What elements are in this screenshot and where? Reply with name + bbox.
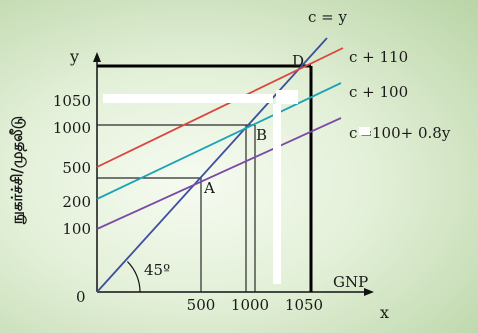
x-tick-label: 1050: [285, 296, 323, 314]
white-mark: [273, 104, 281, 284]
y-tick-label: 200: [62, 193, 91, 211]
series-label-c-func-expr: 100+ 0.8y: [372, 124, 451, 142]
origin-label: 0: [76, 288, 86, 306]
white-mark: [359, 127, 370, 135]
y-tick-label: 100: [62, 220, 91, 238]
x-axis-letter: x: [380, 303, 389, 322]
y-tick-label: 1000: [53, 119, 91, 137]
y-tick-label: 500: [62, 159, 91, 177]
point-label-a: A: [203, 179, 215, 197]
guide-lines: [97, 64, 313, 292]
angle-arc: [126, 261, 141, 293]
x-axis-arrow: [364, 288, 374, 296]
y-axis-letter: y: [69, 47, 79, 66]
series-lines: [96, 37, 344, 293]
y-axis-title: நுகர்ச்சி/முதலீடு: [8, 116, 27, 225]
series-line: [96, 47, 344, 168]
series-label-c-plus-100: c + 100: [349, 83, 408, 101]
series-label-c-func-c: c: [349, 124, 357, 142]
series-label-c-plus-110: c + 110: [349, 48, 408, 66]
series-line: [96, 117, 342, 230]
y-tick-label: 1050: [53, 92, 91, 110]
series-line: [96, 37, 328, 293]
white-mark: [103, 94, 273, 103]
x-tick-label: 500: [187, 296, 216, 314]
y-axis-arrow: [93, 52, 101, 62]
angle-label: 45º: [144, 261, 170, 279]
white-mark: [276, 90, 298, 104]
x-tick-label: 1000: [231, 296, 269, 314]
series-line: [96, 82, 342, 200]
point-label-d: D: [292, 52, 304, 70]
series-label-c-eq-y: c = y: [308, 8, 348, 26]
point-label-b: B: [256, 126, 267, 144]
x-axis-title: GNP: [333, 273, 368, 291]
